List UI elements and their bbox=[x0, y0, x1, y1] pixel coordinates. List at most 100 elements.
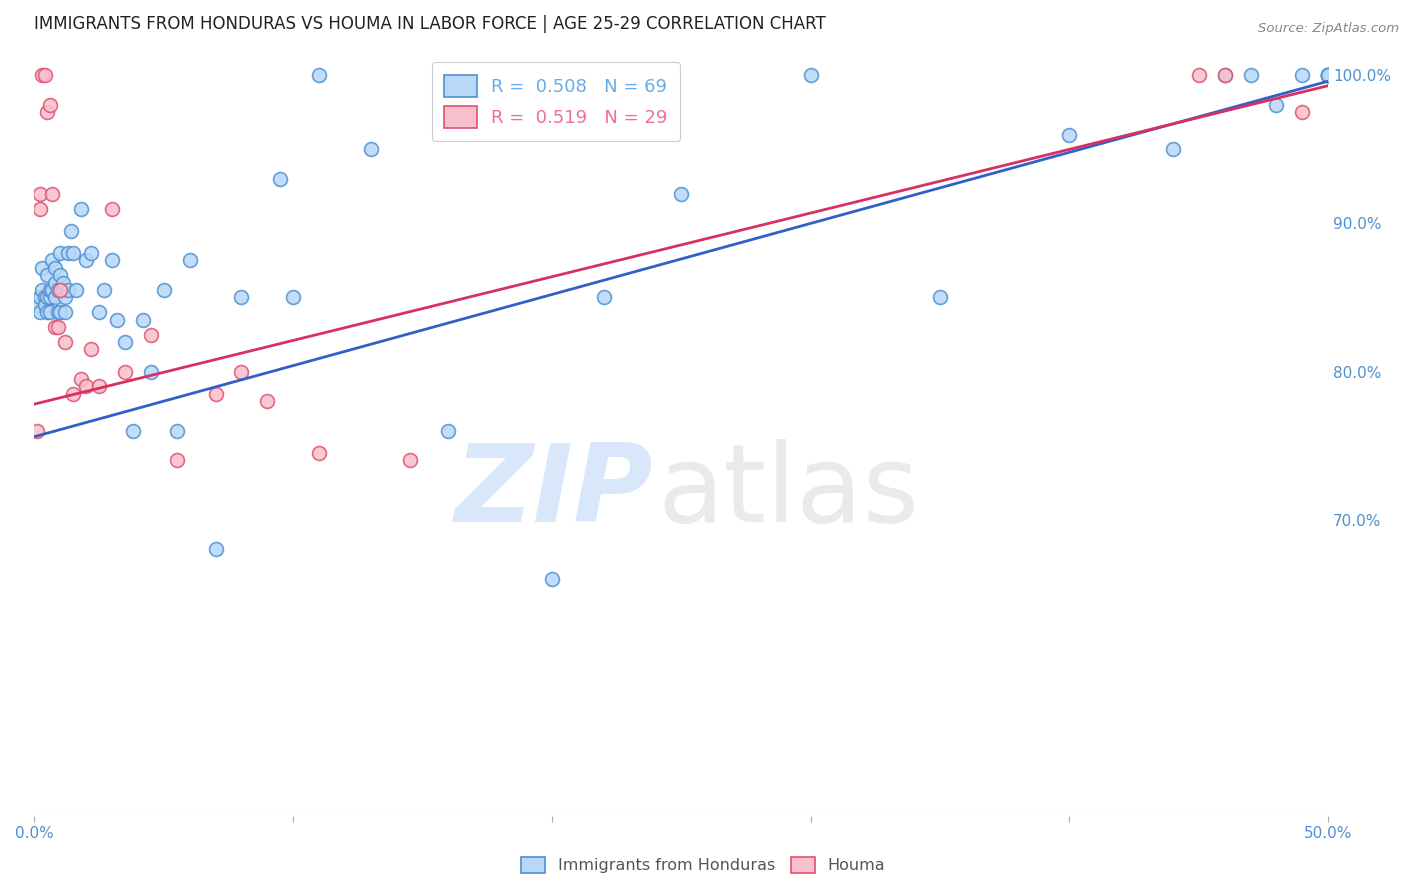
Point bbox=[541, 572, 564, 586]
Point bbox=[55, 290, 77, 304]
Point bbox=[62, 386, 84, 401]
Point bbox=[204, 542, 226, 557]
Point bbox=[166, 453, 188, 467]
Text: IMMIGRANTS FROM HONDURAS VS HOUMA IN LABOR FORCE | AGE 25-29 CORRELATION CHART: IMMIGRANTS FROM HONDURAS VS HOUMA IN LAB… bbox=[34, 15, 827, 33]
Point bbox=[56, 283, 79, 297]
Point bbox=[101, 253, 124, 268]
Point bbox=[360, 142, 382, 156]
Point bbox=[65, 283, 87, 297]
Point bbox=[1291, 68, 1313, 82]
Point bbox=[25, 298, 48, 312]
Point bbox=[101, 202, 124, 216]
Point bbox=[671, 186, 693, 201]
Point bbox=[75, 253, 97, 268]
Point bbox=[204, 386, 226, 401]
Point bbox=[87, 305, 110, 319]
Point bbox=[28, 186, 51, 201]
Point bbox=[1161, 142, 1184, 156]
Point bbox=[46, 305, 69, 319]
Point bbox=[114, 365, 136, 379]
Point bbox=[44, 276, 66, 290]
Point bbox=[256, 394, 278, 409]
Point bbox=[46, 283, 69, 297]
Point bbox=[37, 305, 59, 319]
Point bbox=[34, 290, 56, 304]
Point bbox=[80, 246, 103, 260]
Point bbox=[41, 186, 63, 201]
Text: atlas: atlas bbox=[658, 440, 920, 545]
Text: Source: ZipAtlas.com: Source: ZipAtlas.com bbox=[1258, 22, 1399, 36]
Point bbox=[59, 224, 82, 238]
Point bbox=[52, 283, 75, 297]
Point bbox=[152, 283, 174, 297]
Point bbox=[1317, 68, 1340, 82]
Point bbox=[1317, 68, 1340, 82]
Point bbox=[1213, 68, 1236, 82]
Point bbox=[62, 246, 84, 260]
Point bbox=[93, 283, 115, 297]
Point bbox=[70, 202, 93, 216]
Legend: Immigrants from Honduras, Houma: Immigrants from Honduras, Houma bbox=[515, 850, 891, 880]
Point bbox=[437, 424, 460, 438]
Point bbox=[269, 172, 291, 186]
Point bbox=[166, 424, 188, 438]
Point bbox=[308, 446, 330, 460]
Point bbox=[87, 379, 110, 393]
Point bbox=[49, 305, 72, 319]
Point bbox=[1291, 105, 1313, 120]
Point bbox=[75, 379, 97, 393]
Legend: R =  0.508   N = 69, R =  0.519   N = 29: R = 0.508 N = 69, R = 0.519 N = 29 bbox=[432, 62, 681, 141]
Point bbox=[1317, 68, 1340, 82]
Point bbox=[37, 290, 59, 304]
Point bbox=[105, 312, 128, 326]
Point bbox=[55, 334, 77, 349]
Point bbox=[1213, 68, 1236, 82]
Point bbox=[34, 68, 56, 82]
Point bbox=[52, 276, 75, 290]
Point bbox=[44, 290, 66, 304]
Point bbox=[28, 202, 51, 216]
Point bbox=[31, 260, 53, 275]
Point bbox=[46, 320, 69, 334]
Point bbox=[38, 290, 60, 304]
Point bbox=[25, 424, 48, 438]
Point bbox=[37, 105, 59, 120]
Point bbox=[41, 283, 63, 297]
Point bbox=[44, 260, 66, 275]
Point bbox=[132, 312, 155, 326]
Point bbox=[38, 98, 60, 112]
Point bbox=[38, 305, 60, 319]
Point bbox=[55, 305, 77, 319]
Point bbox=[1188, 68, 1211, 82]
Point bbox=[1317, 68, 1340, 82]
Text: ZIP: ZIP bbox=[454, 440, 652, 545]
Point bbox=[308, 68, 330, 82]
Point bbox=[1059, 128, 1081, 142]
Point bbox=[38, 283, 60, 297]
Point bbox=[70, 372, 93, 386]
Point bbox=[80, 343, 103, 357]
Point bbox=[49, 283, 72, 297]
Point bbox=[231, 365, 253, 379]
Point bbox=[179, 253, 201, 268]
Point bbox=[31, 283, 53, 297]
Point bbox=[34, 298, 56, 312]
Point bbox=[28, 290, 51, 304]
Point bbox=[41, 253, 63, 268]
Point bbox=[1239, 68, 1261, 82]
Point bbox=[139, 327, 162, 342]
Point bbox=[800, 68, 823, 82]
Point bbox=[37, 268, 59, 283]
Point bbox=[114, 334, 136, 349]
Point bbox=[56, 246, 79, 260]
Point bbox=[139, 365, 162, 379]
Point bbox=[44, 320, 66, 334]
Point bbox=[929, 290, 952, 304]
Point bbox=[281, 290, 304, 304]
Point bbox=[398, 453, 420, 467]
Point bbox=[31, 68, 53, 82]
Point bbox=[28, 305, 51, 319]
Point bbox=[1317, 68, 1340, 82]
Point bbox=[1265, 98, 1288, 112]
Point bbox=[121, 424, 143, 438]
